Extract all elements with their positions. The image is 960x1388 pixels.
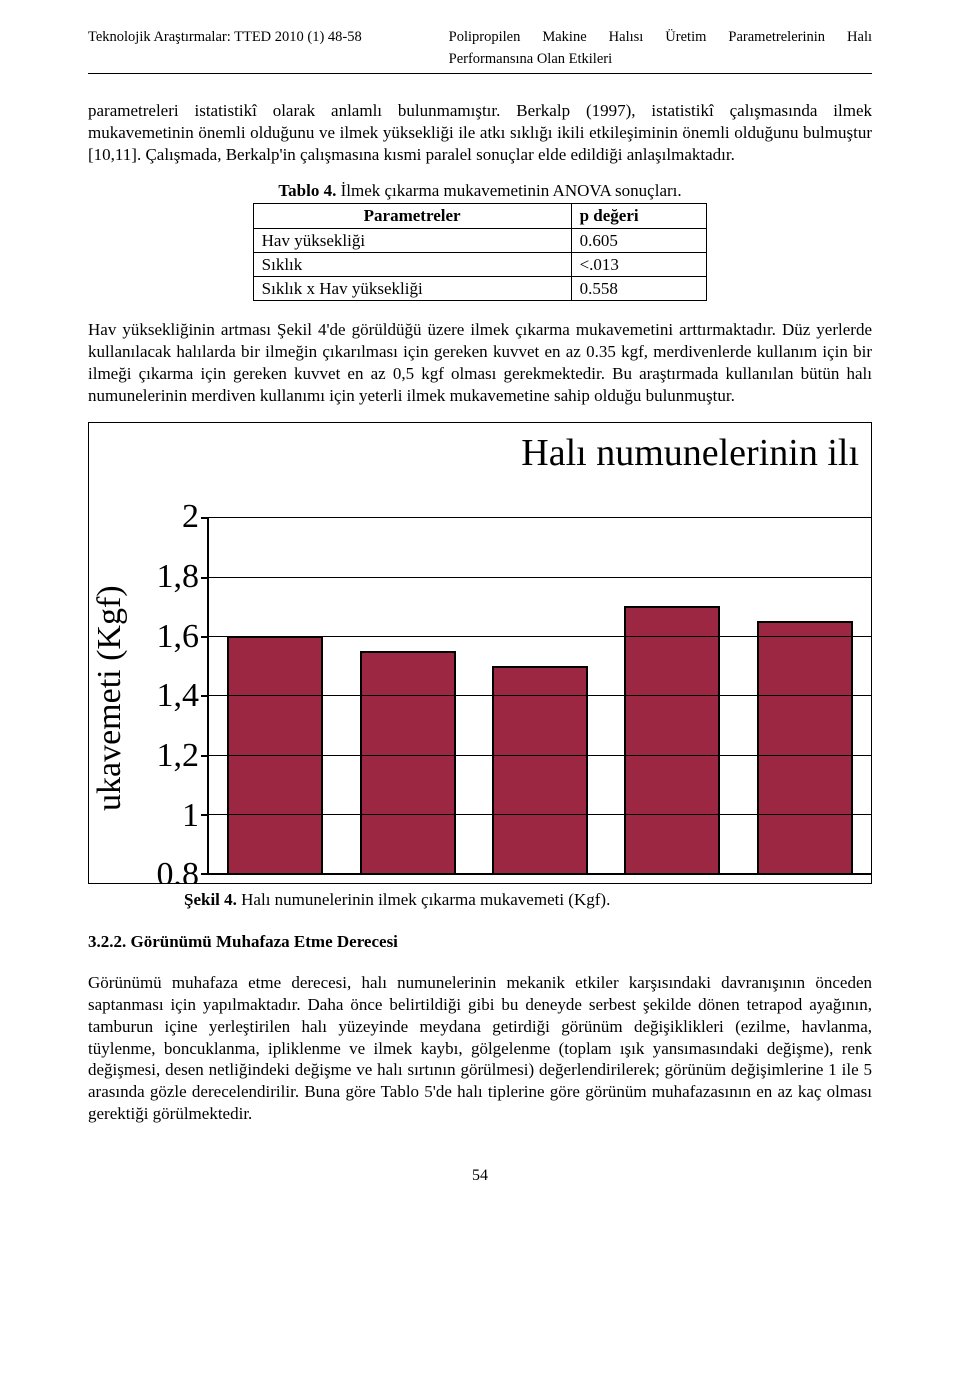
paragraph-2: Hav yüksekliğinin artması Şekil 4'de gör…: [88, 319, 872, 406]
header-left: Teknolojik Araştırmalar: TTED 2010 (1) 4…: [88, 28, 449, 48]
chart-tickmark: [201, 755, 209, 757]
header-right-line1: Polipropilen Makine Halısı Üretim Parame…: [449, 28, 872, 48]
chart-gridline: [209, 755, 871, 756]
paragraph-3: Görünümü muhafaza etme derecesi, halı nu…: [88, 972, 872, 1124]
figure4-chart: Halı numunelerinin ilı ukavemeti (Kgf) 2…: [89, 423, 871, 883]
figure4-caption: Şekil 4. Halı numunelerinin ilmek çıkarm…: [184, 890, 872, 910]
header-rule: [88, 73, 872, 74]
chart-gridline: [209, 814, 871, 815]
chart-tickmark: [201, 873, 209, 875]
table4-cell: Sıklık: [253, 252, 571, 276]
chart-y-tick: 1,2: [137, 739, 199, 773]
table4-cell: <.013: [571, 252, 707, 276]
chart-y-tick: 1: [137, 799, 199, 833]
figure4-caption-rest: Halı numunelerinin ilmek çıkarma mukavem…: [237, 890, 610, 909]
chart-gridline: [209, 636, 871, 637]
chart-tickmark: [201, 814, 209, 816]
chart-y-tick: 1,8: [137, 560, 199, 594]
table-row: Parametreler p değeri: [253, 204, 707, 228]
page: Teknolojik Araştırmalar: TTED 2010 (1) 4…: [0, 0, 960, 1225]
chart-bar: [757, 621, 853, 873]
table-row: Sıklık <.013: [253, 252, 707, 276]
table-row: Sıklık x Hav yüksekliği 0.558: [253, 277, 707, 301]
chart-y-tick: 1,6: [137, 620, 199, 654]
table4-cell: 0.558: [571, 277, 707, 301]
chart-y-ticks: 21,81,61,41,210,8: [137, 517, 199, 875]
chart-plot-area: [207, 517, 871, 875]
header-right-line2: Performansına Olan Etkileri: [449, 50, 872, 70]
table-row: Hav yüksekliği 0.605: [253, 228, 707, 252]
chart-gridline: [209, 695, 871, 696]
chart-tickmark: [201, 577, 209, 579]
subheading-3-2-2: 3.2.2. Görünümü Muhafaza Etme Derecesi: [88, 932, 872, 952]
chart-tickmark: [201, 636, 209, 638]
running-header: Teknolojik Araştırmalar: TTED 2010 (1) 4…: [88, 28, 872, 48]
chart-bar: [360, 651, 456, 874]
running-header-line2: Performansına Olan Etkileri: [88, 50, 872, 70]
chart-bar: [624, 606, 720, 873]
chart-gridline: [209, 517, 871, 518]
chart-gridline: [209, 577, 871, 578]
table4-caption: Tablo 4. İlmek çıkarma mukavemetinin ANO…: [88, 181, 872, 201]
figure4-frame: Halı numunelerinin ilı ukavemeti (Kgf) 2…: [88, 422, 872, 884]
table4-cell: Sıklık x Hav yüksekliği: [253, 277, 571, 301]
chart-y-axis-label: ukavemeti (Kgf): [93, 521, 137, 875]
chart-tickmark: [201, 517, 209, 519]
chart-y-tick: 2: [137, 500, 199, 534]
table4-head-param: Parametreler: [253, 204, 571, 228]
table4-head-p: p değeri: [571, 204, 707, 228]
chart-tickmark: [201, 695, 209, 697]
page-number: 54: [88, 1167, 872, 1185]
table4: Parametreler p değeri Hav yüksekliği 0.6…: [253, 203, 708, 301]
chart-y-tick: 0,8: [137, 858, 199, 884]
table4-cell: Hav yüksekliği: [253, 228, 571, 252]
chart-y-tick: 1,4: [137, 679, 199, 713]
paragraph-1: parametreleri istatistikî olarak anlamlı…: [88, 100, 872, 165]
figure4-caption-bold: Şekil 4.: [184, 890, 237, 909]
table4-caption-bold: Tablo 4.: [278, 181, 336, 200]
table4-caption-rest: İlmek çıkarma mukavemetinin ANOVA sonuçl…: [336, 181, 681, 200]
table4-cell: 0.605: [571, 228, 707, 252]
chart-title: Halı numunelerinin ilı: [521, 431, 859, 475]
chart-bar: [492, 666, 588, 874]
